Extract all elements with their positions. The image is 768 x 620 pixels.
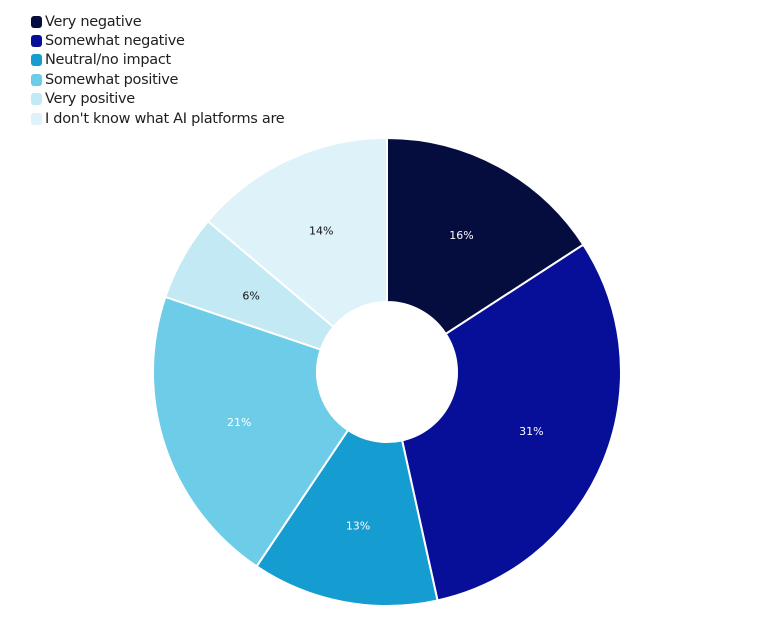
slice-percent-label: 16%	[449, 229, 473, 242]
legend-swatch	[31, 54, 42, 67]
donut-slice[interactable]	[255, 428, 439, 607]
donut-slice[interactable]	[152, 295, 350, 568]
legend-item-neutral[interactable]: Neutral/no impact	[31, 51, 284, 70]
donut-slice[interactable]	[206, 136, 388, 329]
legend-item-somewhat-negative[interactable]: Somewhat negative	[31, 31, 284, 50]
slice-percent-label: 21%	[227, 416, 251, 429]
slice-percent-label: 31%	[519, 425, 543, 438]
slice-percent-label: 6%	[242, 289, 259, 302]
legend-label: I don't know what AI platforms are	[45, 110, 285, 127]
legend-label: Very negative	[45, 13, 142, 30]
legend-swatch	[31, 112, 42, 125]
slice-percent-label: 13%	[346, 519, 370, 532]
legend-swatch	[31, 35, 42, 48]
legend-swatch	[31, 73, 42, 86]
chart-legend: Very negative Somewhat negative Neutral/…	[31, 12, 285, 128]
legend-item-very-negative[interactable]: Very negative	[31, 12, 284, 31]
legend-label: Very positive	[45, 91, 135, 108]
legend-item-dont-know[interactable]: I don't know what AI platforms are	[31, 109, 285, 128]
slice-percent-label: 14%	[309, 225, 333, 238]
legend-label: Somewhat negative	[45, 33, 185, 50]
donut-labels: 16% 31% 13% 21% 6% 14%	[227, 225, 544, 533]
donut-slice[interactable]	[386, 136, 585, 336]
legend-swatch	[31, 15, 42, 28]
legend-item-very-positive[interactable]: Very positive	[31, 90, 284, 109]
legend-label: Neutral/no impact	[45, 52, 171, 69]
legend-label: Somewhat positive	[45, 71, 179, 88]
donut-slice[interactable]	[400, 243, 622, 602]
legend-item-somewhat-positive[interactable]: Somewhat positive	[31, 70, 284, 89]
donut-slices	[152, 136, 622, 607]
legend-swatch	[31, 93, 42, 106]
